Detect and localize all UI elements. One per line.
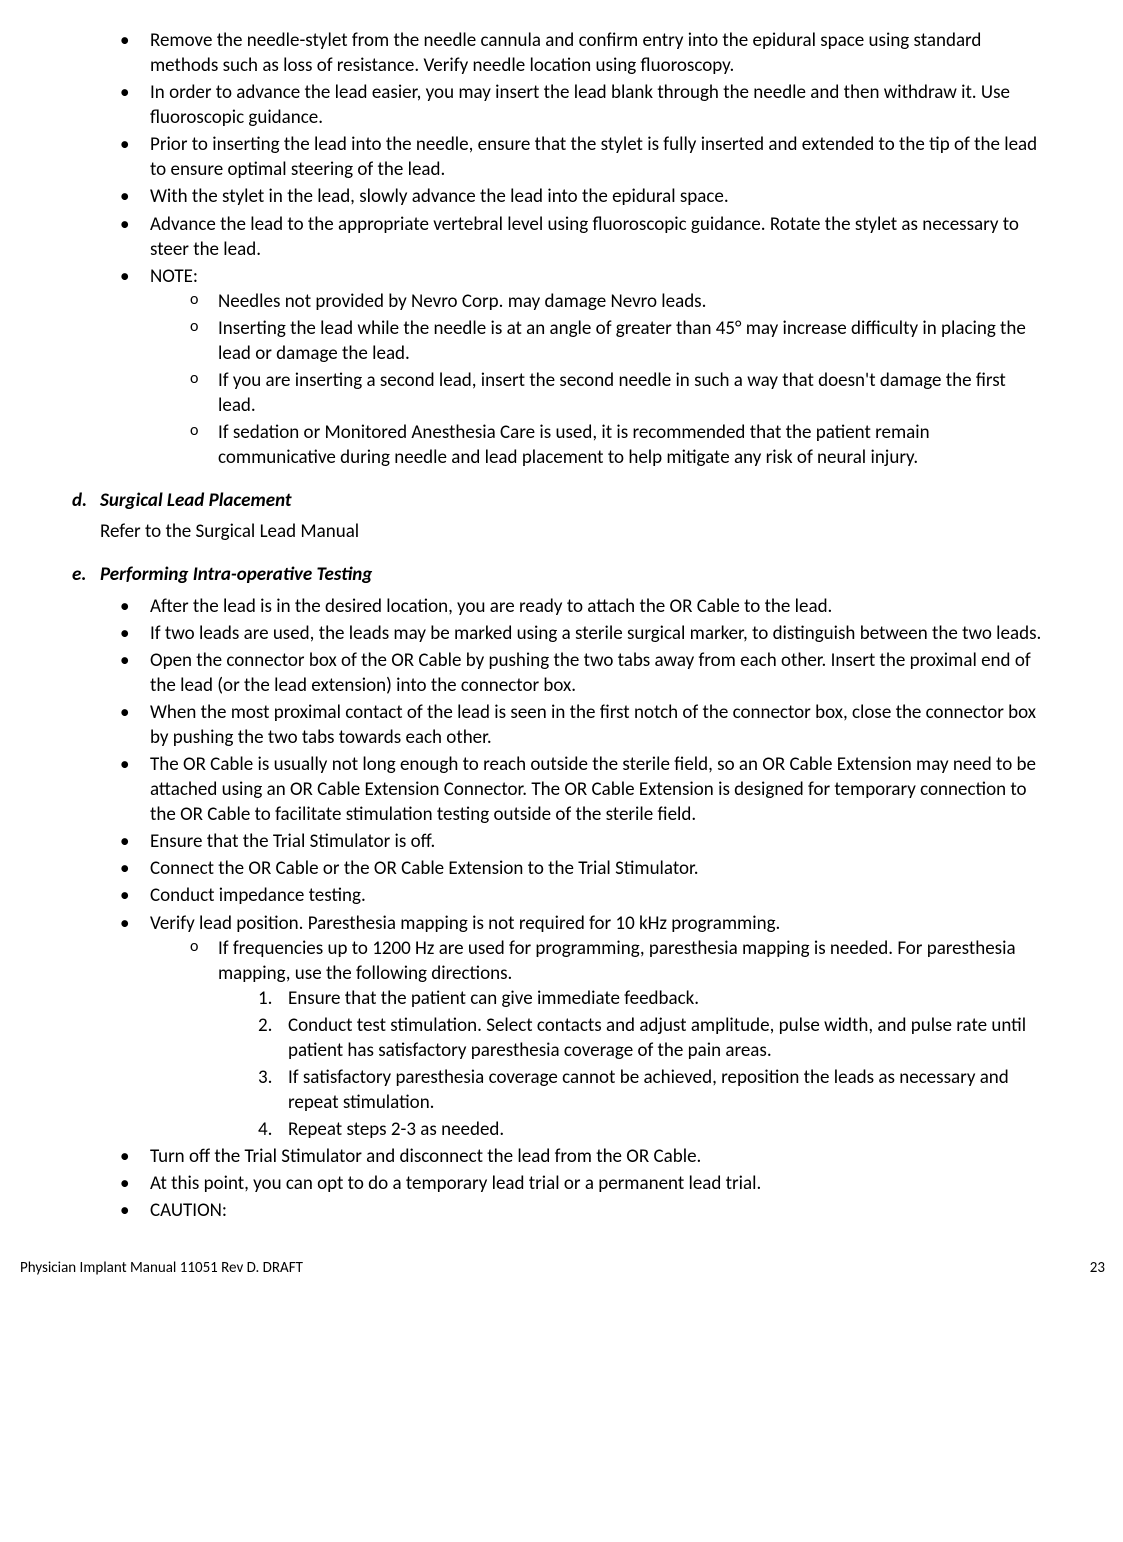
- list-text: After the lead is in the desired locatio…: [150, 595, 832, 618]
- list-text: Connect the OR Cable or the OR Cable Ext…: [150, 857, 699, 880]
- list-text: In order to advance the lead easier, you…: [150, 81, 1010, 129]
- list-text: Advance the lead to the appropriate vert…: [150, 213, 1019, 261]
- e-numbered-list: 1. Ensure that the patient can give immed…: [258, 986, 1045, 1142]
- list-text: Repeat steps 2-3 as needed.: [288, 1118, 504, 1141]
- list-item: 1. Ensure that the patient can give immed…: [258, 986, 1045, 1011]
- list-item: CAUTION:: [120, 1198, 1045, 1223]
- list-text: CAUTION:: [150, 1199, 227, 1222]
- list-text: Prior to inserting the lead into the nee…: [150, 133, 1037, 181]
- list-item: In order to advance the lead easier, you…: [120, 80, 1045, 130]
- list-text: When the most proximal contact of the le…: [150, 701, 1036, 749]
- section-d-body: Refer to the Surgical Lead Manual: [100, 519, 1045, 544]
- list-item: Inserting the lead while the needle is a…: [190, 316, 1045, 366]
- list-text: Verify lead position. Paresthesia mappin…: [150, 912, 780, 935]
- footer-left: Physician Implant Manual 11051 Rev D. DR…: [20, 1259, 303, 1279]
- section-e-list: After the lead is in the desired locatio…: [120, 594, 1045, 1224]
- top-bullet-list: Remove the needle-stylet from the needle…: [120, 28, 1045, 470]
- list-text: Needles not provided by Nevro Corp. may …: [218, 290, 706, 313]
- list-text: Conduct test stimulation. Select contact…: [288, 1014, 1026, 1062]
- list-item: If you are inserting a second lead, inse…: [190, 368, 1045, 418]
- footer-right: 23: [1090, 1259, 1105, 1279]
- list-text: NOTE:: [150, 265, 198, 288]
- list-text: If sedation or Monitored Anesthesia Care…: [218, 421, 930, 469]
- list-item: 3. If satisfactory paresthesia coverage c…: [258, 1065, 1045, 1115]
- list-item: Conduct impedance testing.: [120, 883, 1045, 908]
- section-e-heading: e.Performing Intra-operative Testing: [72, 562, 1045, 587]
- list-item: Prior to inserting the lead into the nee…: [120, 132, 1045, 182]
- list-item: Needles not provided by Nevro Corp. may …: [190, 289, 1045, 314]
- list-item: If two leads are used, the leads may be …: [120, 621, 1045, 646]
- list-item: Ensure that the Trial Stimulator is off.: [120, 829, 1045, 854]
- section-d-heading: d.Surgical Lead Placement: [72, 488, 1045, 513]
- list-item: Connect the OR Cable or the OR Cable Ext…: [120, 856, 1045, 881]
- list-text: Turn off the Trial Stimulator and discon…: [150, 1145, 701, 1168]
- list-item: Open the connector box of the OR Cable b…: [120, 648, 1045, 698]
- note-sub-list: Needles not provided by Nevro Corp. may …: [190, 289, 1045, 471]
- list-text: If frequencies up to 1200 Hz are used fo…: [218, 937, 1016, 985]
- list-text: Inserting the lead while the needle is a…: [218, 317, 1026, 365]
- list-item: With the stylet in the lead, slowly adva…: [120, 184, 1045, 209]
- num-marker: 2.: [258, 1013, 272, 1038]
- list-text: Remove the needle-stylet from the needle…: [150, 29, 981, 77]
- list-item: The OR Cable is usually not long enough …: [120, 752, 1045, 827]
- list-text: With the stylet in the lead, slowly adva…: [150, 185, 729, 208]
- section-letter: d.: [72, 488, 100, 513]
- list-item: When the most proximal contact of the le…: [120, 700, 1045, 750]
- list-text: Open the connector box of the OR Cable b…: [150, 649, 1031, 697]
- list-item: Advance the lead to the appropriate vert…: [120, 212, 1045, 262]
- list-item: NOTE: Needles not provided by Nevro Corp…: [120, 264, 1045, 471]
- list-item: If frequencies up to 1200 Hz are used fo…: [190, 936, 1045, 1143]
- list-text: Ensure that the Trial Stimulator is off.: [150, 830, 435, 853]
- list-item: 2. Conduct test stimulation. Select conta…: [258, 1013, 1045, 1063]
- e-sub-list: If frequencies up to 1200 Hz are used fo…: [190, 936, 1045, 1143]
- section-title: Surgical Lead Placement: [100, 489, 292, 512]
- list-item: Verify lead position. Paresthesia mappin…: [120, 911, 1045, 1143]
- list-item: Turn off the Trial Stimulator and discon…: [120, 1144, 1045, 1169]
- list-text: Ensure that the patient can give immedia…: [288, 987, 699, 1010]
- list-item: If sedation or Monitored Anesthesia Care…: [190, 420, 1045, 470]
- list-item: 4. Repeat steps 2-3 as needed.: [258, 1117, 1045, 1142]
- section-letter: e.: [72, 562, 100, 587]
- list-text: If you are inserting a second lead, inse…: [218, 369, 1006, 417]
- list-item: At this point, you can opt to do a tempo…: [120, 1171, 1045, 1196]
- list-text: If two leads are used, the leads may be …: [150, 622, 1041, 645]
- num-marker: 1.: [258, 986, 272, 1011]
- num-marker: 4.: [258, 1117, 272, 1142]
- list-item: After the lead is in the desired locatio…: [120, 594, 1045, 619]
- list-text: At this point, you can opt to do a tempo…: [150, 1172, 761, 1195]
- num-marker: 3.: [258, 1065, 272, 1090]
- list-text: The OR Cable is usually not long enough …: [150, 753, 1036, 826]
- section-title: Performing Intra-operative Testing: [100, 563, 372, 586]
- list-text: Conduct impedance testing.: [150, 884, 366, 907]
- list-item: Remove the needle-stylet from the needle…: [120, 28, 1045, 78]
- list-text: If satisfactory paresthesia coverage can…: [288, 1066, 1009, 1114]
